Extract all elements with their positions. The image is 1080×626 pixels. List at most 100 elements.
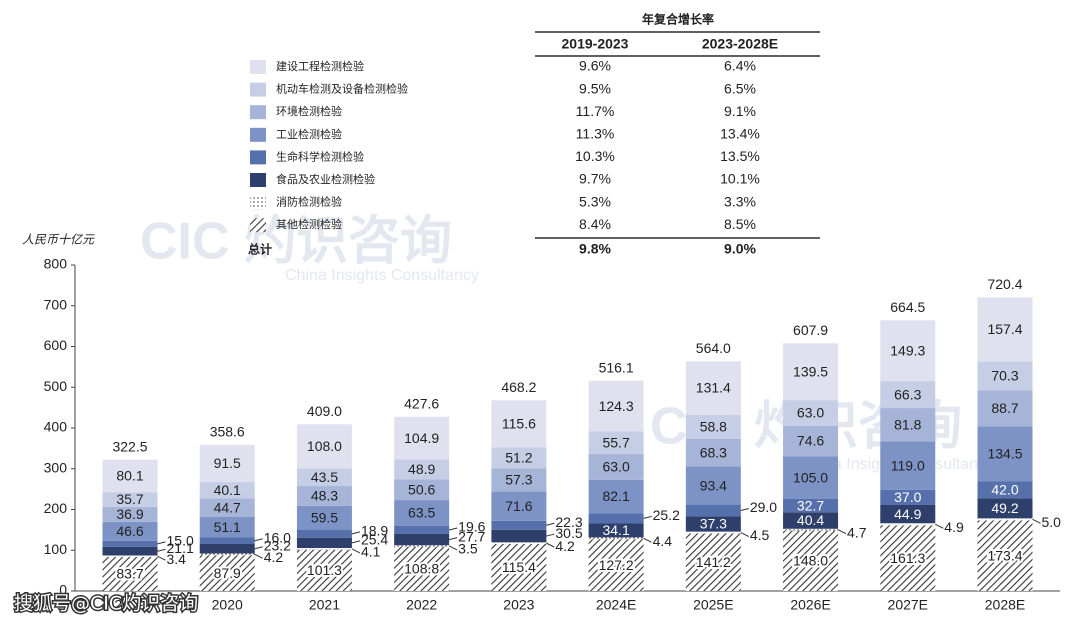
y-tick-label: 300 — [44, 459, 68, 475]
y-tick-label: 200 — [44, 500, 68, 516]
value-label: 91.5 — [214, 455, 241, 471]
value-label: 27.7 — [458, 528, 485, 544]
table-cell: 9.1% — [724, 103, 756, 119]
y-tick-label: 100 — [44, 541, 68, 557]
total-label: 607.9 — [793, 322, 828, 338]
bar-segment — [491, 491, 547, 521]
value-label: 108.8 — [404, 561, 439, 577]
value-label: 63.0 — [602, 459, 629, 475]
table-cell: 9.5% — [579, 80, 611, 96]
table-cell: 3.3% — [724, 193, 756, 209]
legend-label: 其他检测检验 — [276, 217, 342, 231]
bar-segment — [977, 390, 1033, 427]
x-tick-label: 2021 — [309, 597, 340, 613]
bar-segment — [685, 466, 741, 505]
value-label: 157.4 — [987, 321, 1022, 337]
value-label: 35.7 — [116, 491, 143, 507]
bar-segment — [977, 481, 1033, 499]
value-label: 83.7 — [116, 566, 143, 582]
value-label: 40.4 — [797, 512, 824, 528]
table-cell: 9.7% — [579, 171, 611, 187]
bar-segment — [588, 454, 644, 480]
value-label: 63.0 — [797, 405, 824, 421]
bar-segment — [880, 381, 936, 409]
bar-segment — [880, 320, 936, 382]
leader-line — [1032, 518, 1041, 524]
total-label: 358.6 — [210, 424, 245, 440]
leader-line — [254, 546, 263, 550]
bar-segment — [199, 537, 255, 545]
leader-line — [546, 522, 555, 526]
value-label: 173.4 — [987, 547, 1022, 563]
legend-swatch — [250, 195, 266, 210]
value-label: 48.3 — [311, 488, 338, 504]
bar-segment — [296, 505, 352, 530]
bar-segment — [296, 424, 352, 469]
value-label: 108.0 — [307, 438, 342, 454]
leader-line — [449, 527, 458, 531]
value-label: 4.2 — [555, 538, 575, 554]
value-label: 131.4 — [696, 380, 731, 396]
bar-segment — [199, 516, 255, 538]
bar-segment — [296, 486, 352, 506]
bar-segment — [588, 537, 644, 540]
bar-segment — [685, 438, 741, 467]
value-label: 3.4 — [167, 551, 187, 567]
bar-segment — [588, 479, 644, 514]
bar-segment — [783, 456, 839, 499]
value-label: 21.1 — [167, 540, 194, 556]
bar-segment — [102, 546, 158, 556]
legend-label: 消防检测检验 — [276, 195, 342, 209]
value-label: 32.7 — [797, 497, 824, 513]
table-cell: 9.6% — [579, 58, 611, 74]
bar-segment — [199, 555, 255, 591]
value-label: 19.6 — [458, 519, 485, 535]
legend-label: 工业检测检验 — [276, 127, 342, 141]
value-label: 55.7 — [602, 434, 629, 450]
total-label: 516.1 — [599, 359, 634, 375]
bar-segment — [977, 498, 1033, 519]
x-tick-label: 2026E — [790, 597, 830, 613]
x-tick-label: 2023 — [503, 597, 534, 613]
value-label: 68.3 — [700, 444, 727, 460]
total-label: 322.5 — [112, 438, 147, 454]
leader-line — [935, 523, 944, 529]
bar-segment — [977, 297, 1033, 362]
legend-swatch — [250, 82, 266, 97]
legend-label: 生命科学检测检验 — [276, 149, 364, 163]
value-label: 139.5 — [793, 363, 828, 379]
bar-segment — [296, 529, 352, 538]
bar-segment — [491, 542, 547, 544]
bar-segment — [102, 540, 158, 547]
leader-line — [157, 555, 166, 561]
total-label: 409.0 — [307, 403, 342, 419]
y-tick-label: 800 — [44, 256, 68, 272]
y-tick-label: 600 — [44, 337, 68, 353]
table-title: 年复合增长率 — [642, 12, 714, 27]
value-label: 104.9 — [404, 430, 439, 446]
bar-segment — [783, 400, 839, 426]
value-label: 49.2 — [991, 500, 1018, 516]
value-label: 25.2 — [653, 507, 680, 523]
bar-segment — [199, 498, 255, 517]
leader-line — [254, 553, 263, 559]
y-tick-label: 0 — [59, 582, 67, 598]
bar-segment — [588, 523, 644, 538]
value-label: 87.9 — [214, 565, 241, 581]
table-total-label: 总计 — [248, 242, 272, 257]
value-label: 148.0 — [793, 553, 828, 569]
bar-segment — [685, 414, 741, 439]
value-label: 127.2 — [599, 557, 634, 573]
table-total-cell: 9.0% — [724, 241, 756, 257]
table-total-cell: 9.8% — [579, 241, 611, 257]
value-label: 4.7 — [847, 524, 867, 540]
legend-swatch — [250, 127, 266, 142]
value-label: 74.6 — [797, 433, 824, 449]
value-label: 4.1 — [361, 544, 381, 560]
table-header: 2023-2028E — [702, 36, 778, 52]
value-label: 59.5 — [311, 510, 338, 526]
bar-segment — [491, 447, 547, 469]
bar-segment — [880, 489, 936, 505]
bar-segment — [199, 544, 255, 554]
table-cell: 6.4% — [724, 58, 756, 74]
